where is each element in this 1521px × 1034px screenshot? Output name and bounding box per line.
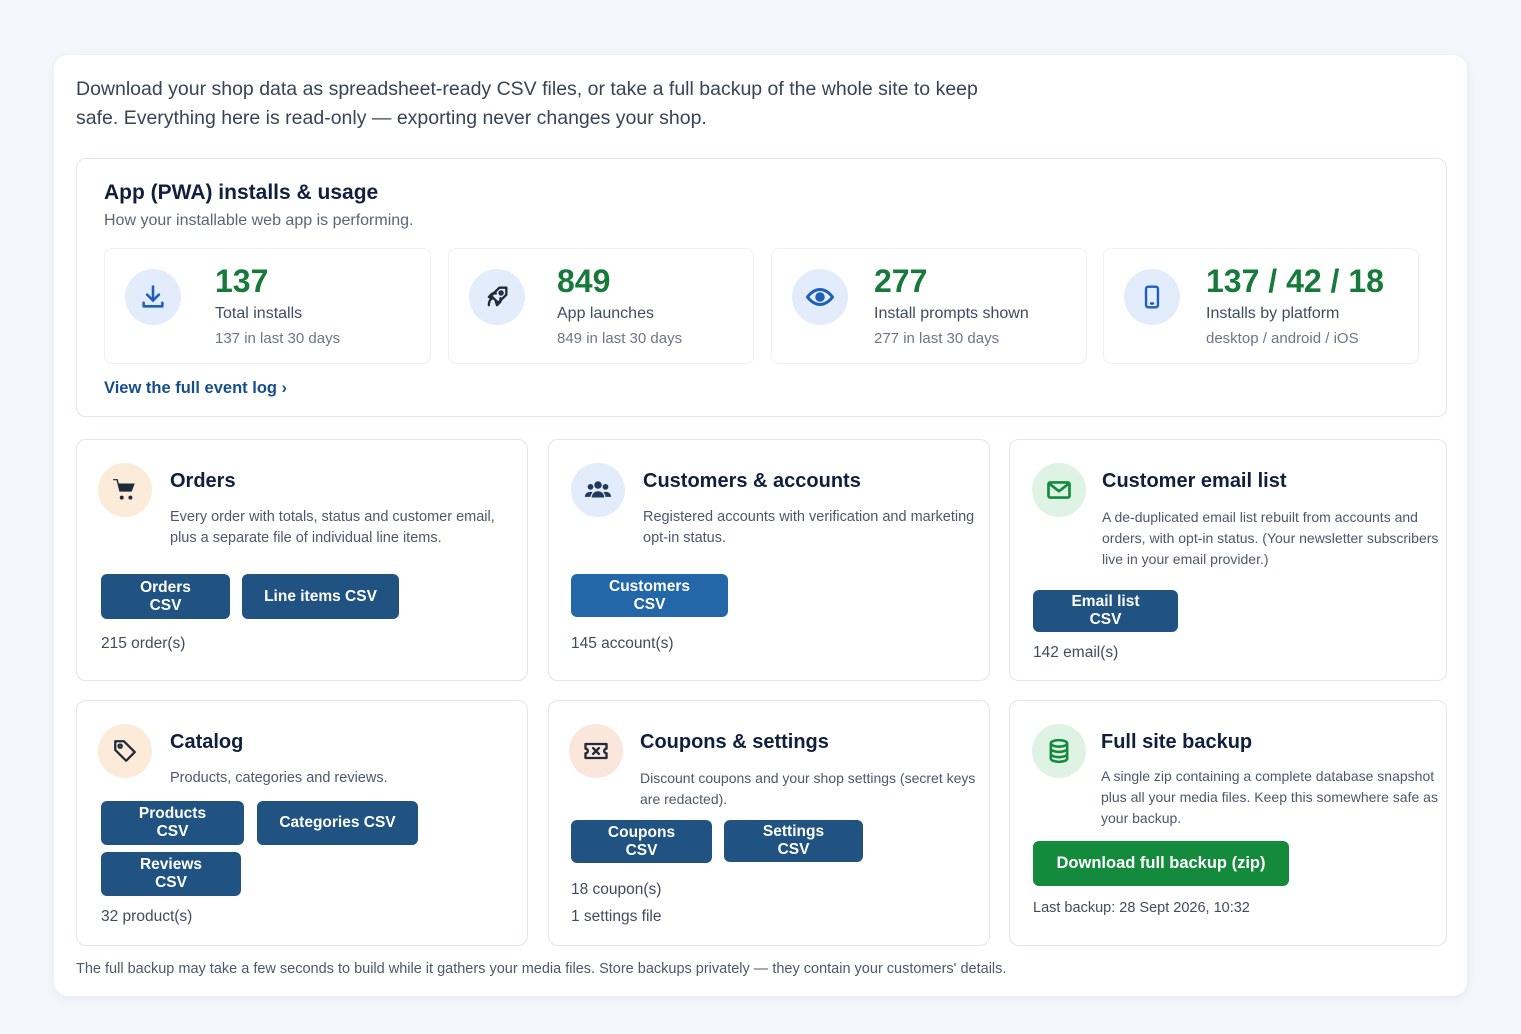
tag-icon	[98, 724, 152, 778]
stat-install-prompts: 277 Install prompts shown 277 in last 30…	[771, 248, 1087, 364]
products-csv-button[interactable]: Products CSV	[101, 801, 244, 845]
desc-line: Registered accounts with verification an…	[643, 509, 975, 525]
email-list-card: Customer email list A de-duplicated emai…	[1009, 439, 1447, 681]
customers-card: Customers & accounts Registered accounts…	[548, 439, 990, 681]
database-icon	[1032, 724, 1086, 778]
categories-csv-button[interactable]: Categories CSV	[257, 801, 418, 845]
cart-icon	[98, 463, 152, 517]
desc-line: live in your email provider.)	[1102, 551, 1269, 567]
stat-value: 137 / 42 / 18	[1206, 263, 1384, 299]
desc-line: Products, categories and reviews.	[170, 770, 388, 786]
desc-line: are redacted).	[640, 791, 728, 807]
ticket-icon	[569, 724, 623, 778]
email-list-title: Customer email list	[1102, 470, 1287, 492]
coupons-description: Discount coupons and your shop settings …	[640, 768, 975, 810]
download-full-backup-button[interactable]: Download full backup (zip)	[1033, 841, 1289, 886]
settings-count: 1 settings file	[571, 908, 662, 925]
orders-card: Orders Every order with totals, status a…	[76, 439, 528, 681]
eye-icon	[792, 269, 848, 325]
catalog-description: Products, categories and reviews.	[170, 768, 388, 789]
pwa-section: App (PWA) installs & usage How your inst…	[76, 158, 1447, 417]
customers-title: Customers & accounts	[643, 470, 861, 492]
stat-note: desktop / android / iOS	[1206, 330, 1359, 347]
stat-label: App launches	[557, 305, 654, 322]
desc-line: Discount coupons and your shop settings …	[640, 770, 976, 786]
orders-csv-button[interactable]: Orders CSV	[101, 574, 230, 619]
pwa-title: App (PWA) installs & usage	[104, 181, 379, 204]
desc-line: plus a separate file of individual line …	[170, 530, 442, 546]
desc-line: orders, with opt-in status. (Your newsle…	[1102, 530, 1439, 546]
rocket-icon	[469, 269, 525, 325]
view-event-log-link[interactable]: View the full event log ›	[104, 379, 288, 397]
envelope-icon	[1032, 463, 1086, 517]
stat-note: 849 in last 30 days	[557, 330, 683, 347]
stat-app-launches: 849 App launches 849 in last 30 days	[448, 248, 754, 364]
download-icon	[125, 269, 181, 325]
mobile-icon	[1124, 269, 1180, 325]
stat-label: Installs by platform	[1206, 305, 1340, 322]
backup-title: Full site backup	[1101, 731, 1253, 753]
desc-line: A single zip containing a complete datab…	[1101, 768, 1435, 784]
stat-note: 137 in last 30 days	[215, 330, 341, 347]
backup-description: A single zip containing a complete datab…	[1101, 766, 1438, 829]
stat-value: 849	[557, 263, 611, 299]
catalog-title: Catalog	[170, 731, 244, 753]
email-list-description: A de-duplicated email list rebuilt from …	[1102, 507, 1438, 570]
customers-count: 145 account(s)	[571, 635, 674, 652]
stat-total-installs: 137 Total installs 137 in last 30 days	[104, 248, 431, 364]
stat-label: Total installs	[215, 305, 303, 322]
intro-text: Download your shop data as spreadsheet-r…	[76, 75, 1016, 133]
exports-panel: Download your shop data as spreadsheet-r…	[54, 55, 1467, 996]
orders-description: Every order with totals, status and cust…	[170, 507, 495, 549]
coupons-card: Coupons & settings Discount coupons and …	[548, 700, 990, 946]
stat-value: 277	[874, 263, 928, 299]
coupons-count: 18 coupon(s)	[571, 881, 662, 898]
desc-line: plus all your media files. Keep this som…	[1101, 789, 1438, 805]
last-backup-text: Last backup: 28 Sept 2026, 10:32	[1033, 900, 1250, 916]
backup-card: Full site backup A single zip containing…	[1009, 700, 1447, 946]
email-list-csv-button[interactable]: Email list CSV	[1033, 590, 1178, 632]
reviews-csv-button[interactable]: Reviews CSV	[101, 852, 241, 896]
customers-description: Registered accounts with verification an…	[643, 507, 974, 549]
intro-line-1: Download your shop data as spreadsheet-r…	[76, 78, 978, 100]
orders-count: 215 order(s)	[101, 635, 186, 652]
stat-installs-by-platform: 137 / 42 / 18 Installs by platform deskt…	[1103, 248, 1419, 364]
catalog-count: 32 product(s)	[101, 908, 193, 925]
email-count: 142 email(s)	[1033, 644, 1119, 661]
stat-value: 137	[215, 263, 269, 299]
users-icon	[571, 463, 625, 517]
desc-line: your backup.	[1101, 810, 1182, 826]
intro-line-2: safe. Everything here is read-only — exp…	[76, 107, 707, 129]
coupons-csv-button[interactable]: Coupons CSV	[571, 820, 712, 863]
backup-footnote: The full backup may take a few seconds t…	[76, 961, 1007, 977]
stat-label: Install prompts shown	[874, 305, 1029, 322]
stat-note: 277 in last 30 days	[874, 330, 1000, 347]
coupons-title: Coupons & settings	[640, 731, 829, 753]
pwa-subtitle: How your installable web app is performi…	[104, 212, 414, 229]
desc-line: A de-duplicated email list rebuilt from …	[1102, 509, 1418, 525]
line-items-csv-button[interactable]: Line items CSV	[242, 574, 399, 619]
orders-title: Orders	[170, 470, 236, 492]
customers-csv-button[interactable]: Customers CSV	[571, 574, 728, 617]
desc-line: opt-in status.	[643, 530, 727, 546]
desc-line: Every order with totals, status and cust…	[170, 509, 495, 525]
catalog-card: Catalog Products, categories and reviews…	[76, 700, 528, 946]
settings-csv-button[interactable]: Settings CSV	[724, 820, 863, 862]
